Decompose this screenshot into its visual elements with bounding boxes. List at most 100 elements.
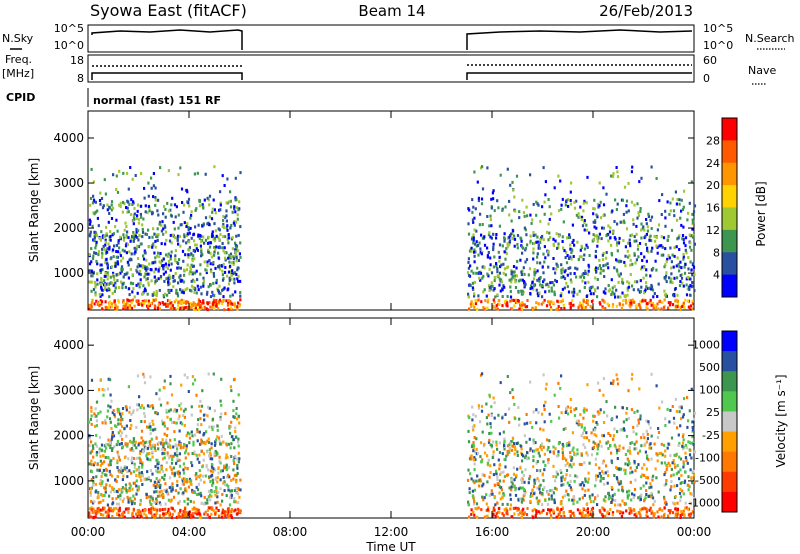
power-echo-point	[200, 306, 203, 310]
power-echo-point	[125, 251, 128, 255]
power-echo-point	[655, 305, 658, 309]
velocity-echo-point	[481, 484, 484, 488]
power-echo-point	[187, 197, 191, 201]
power-echo-point	[209, 251, 212, 255]
power-echo-point	[130, 301, 133, 305]
velocity-echo-point	[193, 491, 197, 495]
power-echo-point	[212, 198, 215, 202]
power-echo-point	[473, 216, 476, 220]
power-echo-point	[203, 260, 206, 264]
velocity-echo-point	[684, 451, 687, 455]
power-echo-point	[177, 281, 180, 285]
velocity-echo-point	[155, 497, 158, 501]
power-echo-point	[562, 220, 565, 224]
velocity-echo-point	[172, 466, 175, 470]
nsearch-tick-bottom: 10^0	[703, 39, 733, 52]
velocity-echo-point	[219, 416, 222, 419]
velocity-echo-point	[618, 510, 621, 514]
velocity-echo-point	[237, 460, 240, 464]
velocity-echo-point	[489, 425, 492, 429]
velocity-echo-point	[612, 434, 616, 438]
power-echo-point	[126, 171, 129, 175]
power-echo-point	[645, 259, 648, 263]
velocity-echo-point	[486, 514, 489, 518]
power-echo-point	[109, 257, 112, 261]
velocity-echo-point	[633, 411, 636, 414]
power-echo-point	[615, 288, 618, 292]
velocity-echo-point	[670, 485, 673, 489]
power-echo-point	[165, 302, 169, 306]
power-echo-point	[228, 253, 231, 257]
power-echo-point	[679, 260, 682, 264]
power-echo-point	[505, 299, 508, 303]
power-echo-point	[227, 270, 231, 274]
velocity-echo-point	[132, 439, 135, 443]
power-echo-point	[99, 202, 102, 206]
power-echo-point	[523, 272, 526, 276]
power-echo-point	[662, 306, 666, 309]
power-echo-point	[116, 255, 119, 259]
velocity-echo-point	[149, 458, 152, 462]
power-echo-point	[167, 252, 170, 256]
velocity-echo-point	[147, 475, 150, 479]
velocity-echo-point	[525, 440, 528, 444]
velocity-echo-point	[655, 476, 658, 480]
velocity-echo-point	[569, 486, 572, 490]
power-echo-point	[593, 207, 596, 211]
power-echo-point	[493, 279, 496, 283]
power-echo-point	[678, 248, 681, 251]
power-echo-point	[656, 302, 659, 306]
velocity-echo-point	[194, 473, 197, 477]
velocity-echo-point	[630, 511, 633, 515]
velocity-echo-point	[603, 508, 606, 512]
velocity-echo-point	[520, 478, 523, 482]
velocity-echo-point	[90, 409, 93, 413]
velocity-echo-point	[222, 440, 225, 444]
velocity-echo-point	[536, 469, 539, 472]
power-echo-point	[112, 248, 115, 252]
velocity-echo-point	[124, 483, 128, 487]
power-echo-point	[555, 262, 558, 266]
power-echo-point	[139, 204, 142, 208]
velocity-echo-point	[500, 486, 503, 490]
power-echo-point	[200, 254, 203, 258]
velocity-echo-point	[657, 431, 661, 434]
power-echo-point	[207, 198, 210, 202]
velocity-echo-point	[570, 458, 573, 462]
power-echo-point	[546, 250, 550, 254]
power-echo-point	[112, 275, 115, 278]
velocity-echo-point	[521, 459, 524, 463]
velocity-echo-point	[531, 494, 534, 498]
power-echo-point	[512, 229, 515, 233]
power-echo-point	[137, 229, 140, 233]
power-echo-point	[171, 306, 174, 310]
velocity-echo-point	[111, 486, 114, 490]
velocity-echo-point	[137, 487, 140, 491]
power-echo-point	[594, 255, 597, 259]
power-echo-point	[148, 236, 151, 239]
velocity-echo-point	[657, 515, 660, 519]
velocity-echo-point	[229, 489, 232, 493]
velocity-echo-point	[226, 466, 229, 470]
velocity-echo-point	[169, 418, 172, 422]
power-echo-point	[602, 290, 605, 294]
power-echo-point	[178, 235, 181, 238]
velocity-echo-point	[158, 514, 161, 518]
velocity-echo-point	[235, 480, 238, 484]
power-echo-point	[538, 246, 541, 250]
velocity-echo-point	[610, 501, 613, 504]
velocity-echo-point	[660, 515, 663, 519]
velocity-echo-point	[665, 482, 668, 486]
velocity-echo-point	[538, 485, 541, 489]
power-echo-point	[482, 306, 485, 309]
velocity-echo-point	[481, 458, 484, 462]
power-echo-point	[174, 259, 177, 263]
power-echo-point	[637, 211, 640, 215]
velocity-echo-point	[580, 463, 583, 466]
velocity-echo-point	[139, 450, 142, 454]
velocity-echo-point	[602, 410, 606, 414]
power-echo-point	[123, 228, 126, 232]
velocity-echo-point	[135, 484, 138, 488]
velocity-echo-point	[184, 514, 187, 518]
velocity-echo-point	[586, 480, 590, 484]
